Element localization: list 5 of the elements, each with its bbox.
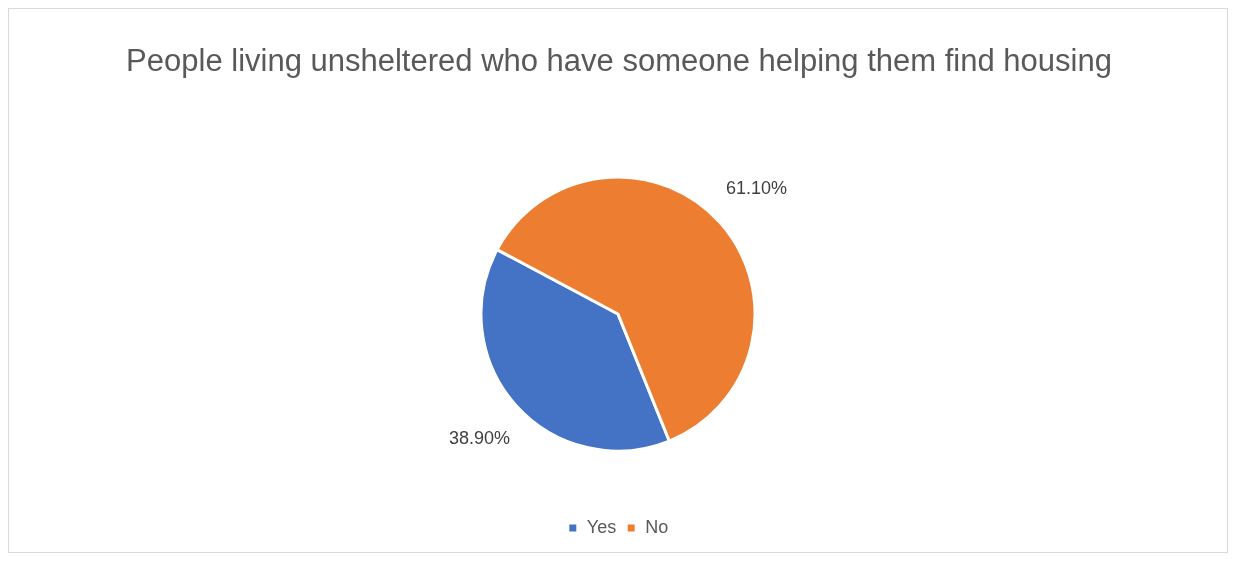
chart-title: People living unsheltered who have someone helping them find housing (125, 42, 1113, 80)
legend-label: Yes (586, 516, 617, 537)
legend-label: No (645, 516, 669, 537)
data-label: 61.10% (725, 178, 788, 199)
data-label: 38.90% (448, 427, 511, 448)
